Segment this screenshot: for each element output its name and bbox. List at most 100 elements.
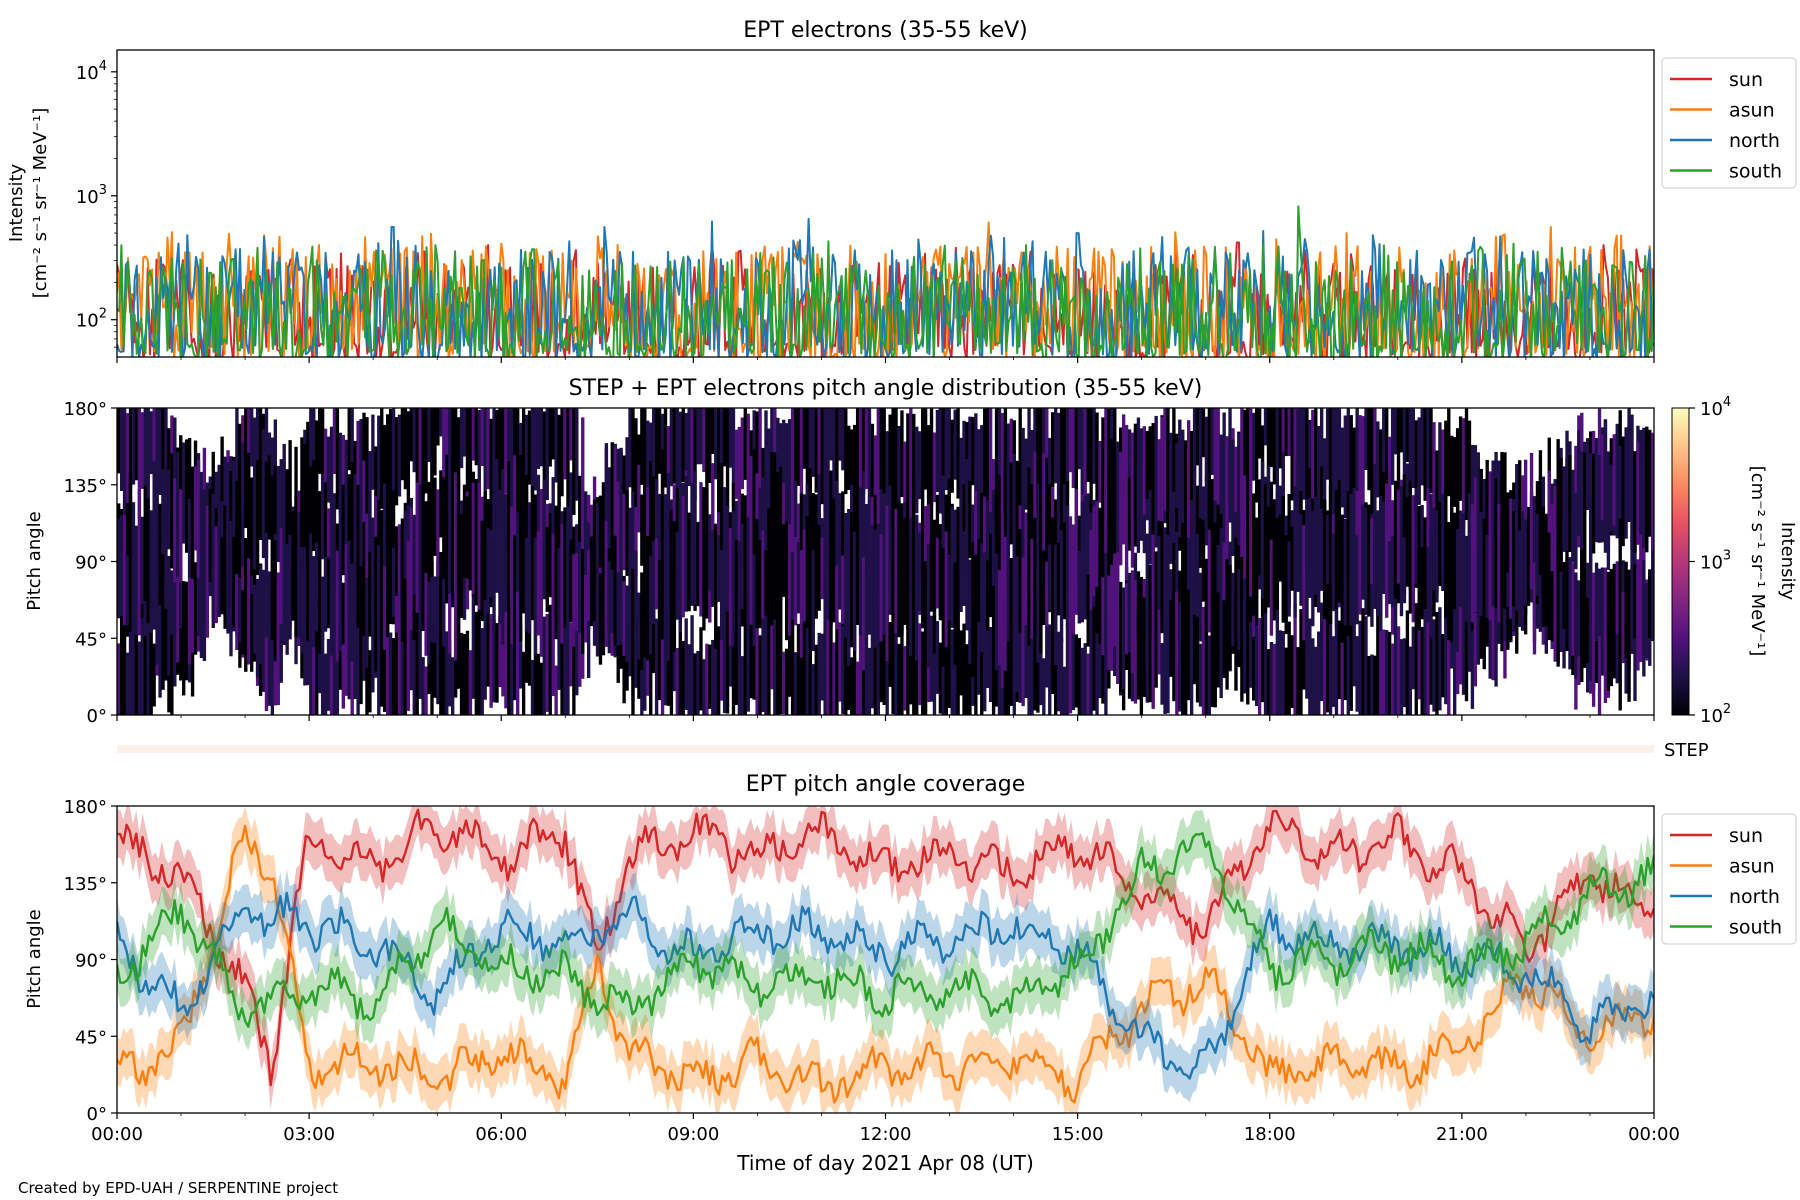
heatmap-cell — [850, 429, 854, 519]
heatmap-cell — [176, 452, 180, 578]
heatmap-cell — [140, 516, 145, 604]
heatmap-cell — [1039, 408, 1043, 524]
heatmap-cell — [329, 555, 334, 656]
heatmap-cell — [1074, 408, 1079, 520]
heatmap-cell — [844, 521, 848, 638]
heatmap-cell — [350, 462, 354, 588]
heatmap-cell — [149, 510, 153, 624]
heatmap-cell — [359, 566, 363, 646]
heatmap-cell — [483, 408, 487, 515]
heatmap-cell — [678, 411, 682, 511]
heatmap-cell — [270, 534, 275, 640]
heatmap-cell — [374, 536, 378, 672]
heatmap-cell — [332, 529, 337, 665]
heatmap-cell — [601, 482, 606, 618]
heatmap-cell — [149, 411, 153, 475]
heatmap-cell — [383, 483, 387, 586]
heatmap-cell — [776, 472, 780, 556]
heatmap-cell — [829, 608, 833, 715]
heatmap-cell — [944, 615, 948, 715]
heatmap-cell — [604, 520, 609, 630]
heatmap-cell — [338, 620, 343, 690]
heatmap-cell — [453, 408, 458, 491]
heatmap-cell — [397, 414, 402, 497]
heatmap-cell — [799, 408, 804, 524]
heatmap-cell — [1178, 419, 1182, 538]
heatmap-cell — [1252, 412, 1256, 481]
heatmap-cell — [959, 459, 963, 580]
heatmap-cell — [1198, 572, 1203, 642]
heatmap-cell — [1139, 428, 1144, 523]
heatmap-cell — [161, 408, 165, 519]
heatmap-cell — [1056, 631, 1061, 712]
heatmap-cell — [465, 408, 470, 513]
heatmap-cell — [418, 635, 422, 699]
heatmap-cell — [944, 531, 948, 648]
heatmap-cell — [170, 601, 174, 715]
panel2-title: STEP + EPT electrons pitch angle distrib… — [569, 376, 1203, 401]
heatmap-cell — [666, 426, 671, 496]
heatmap-cell — [536, 531, 541, 636]
heatmap-cell — [1166, 535, 1170, 649]
heatmap-cell — [820, 537, 824, 600]
heatmap-cell — [306, 537, 310, 641]
heatmap-cell — [1559, 457, 1563, 572]
heatmap-cell — [814, 408, 818, 493]
heatmap-cell — [891, 493, 895, 602]
heatmap-cell — [1515, 464, 1519, 587]
heatmap-cell — [793, 480, 798, 579]
heatmap-cell — [1302, 408, 1306, 500]
heatmap-cell — [492, 408, 496, 526]
heatmap-cell — [518, 623, 523, 689]
heatmap-cell — [267, 615, 272, 706]
heatmap-cell — [1574, 493, 1578, 570]
heatmap-cell — [758, 635, 762, 715]
heatmap-cell — [1343, 521, 1347, 626]
heatmap-cell — [276, 467, 280, 562]
heatmap-cell — [1618, 445, 1622, 519]
heatmap-cell — [356, 608, 360, 715]
heatmap-cell — [935, 621, 940, 694]
heatmap-cell — [394, 619, 399, 715]
heatmap-cell — [483, 491, 487, 600]
heatmap-cell — [1189, 566, 1194, 642]
heatmap-cell — [412, 408, 416, 473]
heatmap-cell — [643, 480, 647, 546]
x-tick-label: 12:00 — [860, 1124, 912, 1145]
heatmap-cell — [941, 475, 946, 608]
heatmap-cell — [451, 529, 455, 608]
heatmap-cell — [761, 530, 765, 619]
heatmap-cell — [170, 570, 174, 635]
heatmap-cell — [894, 622, 898, 715]
heatmap-cell — [267, 571, 272, 637]
heatmap-cell — [858, 408, 863, 524]
heatmap-cell — [1234, 537, 1238, 633]
heatmap-cell — [557, 548, 561, 655]
heatmap-cell — [734, 429, 739, 499]
legend3-box — [1661, 813, 1797, 945]
heatmap-cell — [782, 482, 786, 554]
heatmap-cell — [164, 408, 168, 488]
heatmap-cell — [885, 505, 889, 617]
heatmap-cell — [808, 526, 813, 646]
heatmap-cell — [1624, 561, 1628, 658]
heatmap-cell — [1151, 517, 1155, 649]
heatmap-cell — [430, 597, 434, 715]
heatmap-cell — [498, 408, 502, 502]
heatmap-cell — [823, 629, 827, 715]
heatmap-cell — [578, 542, 582, 633]
heatmap-cell — [725, 408, 730, 509]
heatmap-cell — [1583, 560, 1587, 653]
heatmap-cell — [371, 552, 375, 617]
heatmap-cell — [787, 472, 792, 567]
heatmap-cell — [584, 514, 588, 584]
heatmap-cell — [474, 611, 479, 715]
heatmap-cell — [702, 408, 706, 472]
heatmap-cell — [980, 425, 984, 521]
coverage-band-south — [117, 809, 1654, 1051]
heatmap-cell — [1051, 611, 1055, 694]
heatmap-cell — [486, 408, 490, 490]
heatmap-cell — [938, 547, 943, 621]
heatmap-cell — [844, 619, 848, 715]
